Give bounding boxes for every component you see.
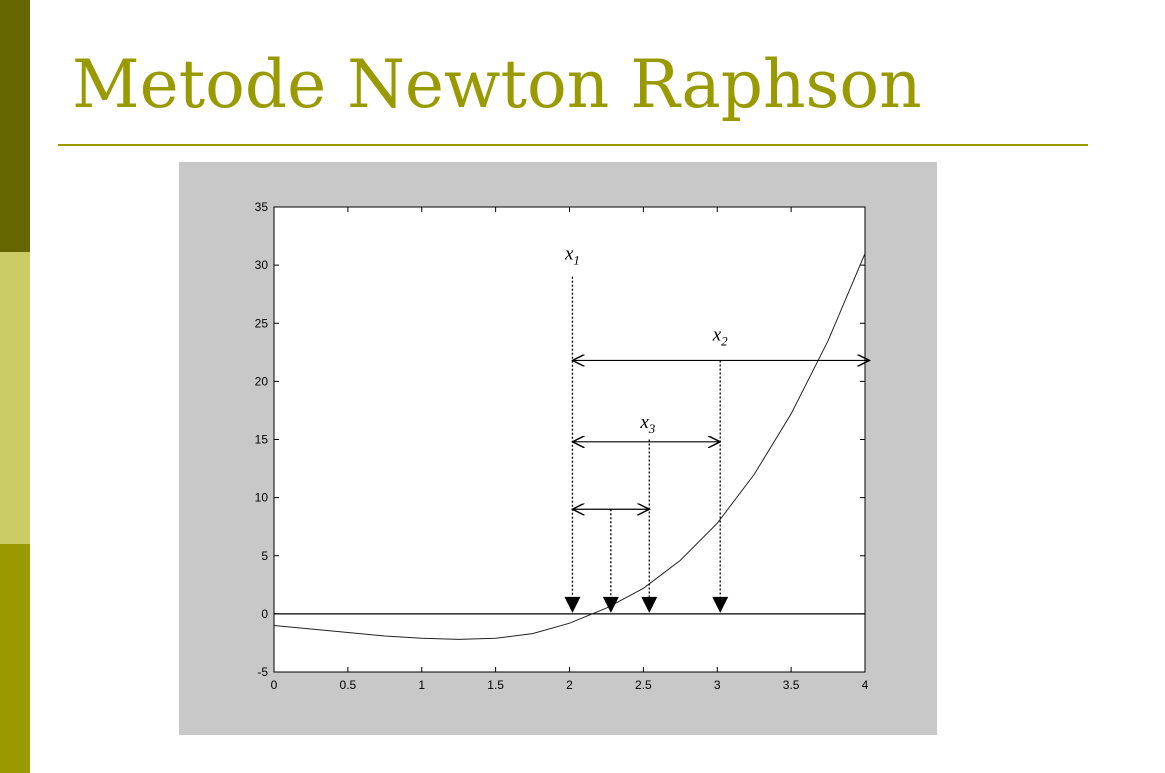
title-underline: [58, 144, 1088, 146]
x-tick-label: 3: [714, 678, 721, 692]
function-curve: [273, 253, 866, 640]
iteration-arrowhead: [641, 596, 658, 613]
y-tick-label: 15: [255, 433, 269, 447]
x-tick-label: 4: [862, 678, 869, 692]
x-tick-label: 2.5: [635, 678, 652, 692]
y-tick-label: 20: [255, 374, 269, 388]
x-tick-label: 2: [566, 678, 573, 692]
plot-area: [273, 206, 866, 673]
x-tick-label: 1.5: [487, 678, 504, 692]
annotation-x2: x2: [712, 325, 728, 349]
iteration-arrowhead: [602, 596, 619, 613]
y-tick-label: 35: [255, 200, 269, 214]
x-tick-label: 3.5: [783, 678, 800, 692]
sidebar-accent-dark: [0, 0, 30, 252]
y-tick-label: 0: [261, 607, 268, 621]
x-tick-label: 0.5: [340, 678, 357, 692]
annotation-x3: x3: [639, 412, 655, 436]
y-tick-label: 10: [255, 491, 269, 505]
iteration-arrowhead: [564, 596, 581, 613]
y-tick-label: 30: [255, 258, 269, 272]
sidebar-accent-light: [0, 252, 30, 544]
iteration-arrowhead: [712, 596, 729, 613]
slide-title: Metode Newton Raphson: [72, 46, 922, 123]
annotation-x1: x1: [564, 243, 580, 267]
y-tick-label: -5: [257, 665, 268, 679]
x-tick-label: 1: [418, 678, 425, 692]
sidebar-accent-mid: [0, 544, 30, 773]
y-tick-label: 5: [261, 549, 268, 563]
x-tick-label: 0: [271, 678, 278, 692]
y-tick-label: 25: [255, 316, 269, 330]
